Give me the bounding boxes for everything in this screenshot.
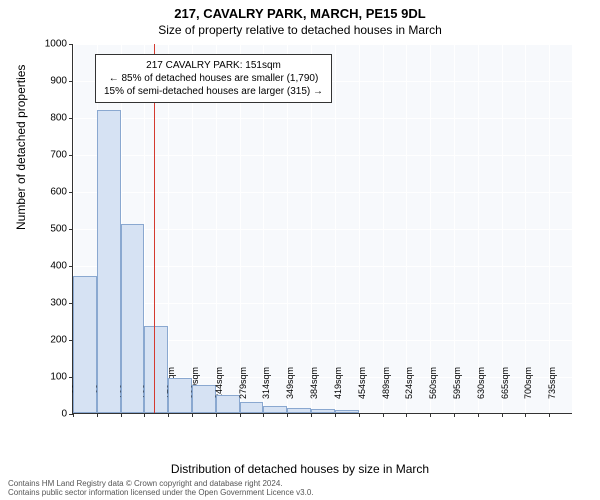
x-tick-label: 560sqm: [428, 367, 438, 417]
bar: [192, 385, 216, 413]
annotation-line: 15% of semi-detached houses are larger (…: [104, 85, 323, 98]
gridline-v: [549, 44, 550, 413]
gridline-h: [73, 44, 572, 45]
annotation-box: 217 CAVALRY PARK: 151sqm← 85% of detache…: [95, 54, 332, 103]
gridline-h: [73, 192, 572, 193]
bar: [73, 276, 97, 413]
gridline-v: [383, 44, 384, 413]
gridline-h: [73, 229, 572, 230]
x-axis-label: Distribution of detached houses by size …: [0, 462, 600, 476]
bar: [311, 409, 335, 413]
bar: [168, 378, 192, 413]
gridline-v: [406, 44, 407, 413]
bar: [216, 395, 240, 414]
bar: [263, 406, 287, 413]
gridline-h: [73, 155, 572, 156]
footer-line: Contains public sector information licen…: [8, 489, 314, 498]
annotation-line: ← 85% of detached houses are smaller (1,…: [104, 72, 323, 85]
x-tick-label: 735sqm: [547, 367, 557, 417]
gridline-v: [502, 44, 503, 413]
gridline-v: [478, 44, 479, 413]
bar: [144, 326, 168, 413]
page-subtitle: Size of property relative to detached ho…: [0, 21, 600, 41]
annotation-line: 217 CAVALRY PARK: 151sqm: [104, 59, 323, 72]
bar: [287, 408, 311, 413]
bar: [335, 410, 359, 413]
gridline-v: [359, 44, 360, 413]
x-tick-label: 630sqm: [476, 367, 486, 417]
gridline-h: [73, 266, 572, 267]
gridline-h: [73, 303, 572, 304]
bar: [121, 224, 145, 413]
plot-area: 0100200300400500600700800900100033sqm68s…: [72, 44, 572, 414]
gridline-v: [454, 44, 455, 413]
chart: 0100200300400500600700800900100033sqm68s…: [72, 44, 572, 414]
gridline-v: [430, 44, 431, 413]
gridline-h: [73, 118, 572, 119]
x-tick-label: 595sqm: [452, 367, 462, 417]
gridline-v: [525, 44, 526, 413]
x-tick-label: 665sqm: [500, 367, 510, 417]
bar: [97, 110, 121, 413]
y-axis-label: Number of detached properties: [14, 65, 28, 230]
page-title: 217, CAVALRY PARK, MARCH, PE15 9DL: [0, 0, 600, 21]
footer-attribution: Contains HM Land Registry data © Crown c…: [8, 480, 314, 498]
bar: [240, 402, 264, 413]
x-tick-label: 454sqm: [357, 367, 367, 417]
x-tick-label: 700sqm: [523, 367, 533, 417]
x-tick-label: 489sqm: [381, 367, 391, 417]
x-tick-label: 524sqm: [404, 367, 414, 417]
gridline-v: [335, 44, 336, 413]
